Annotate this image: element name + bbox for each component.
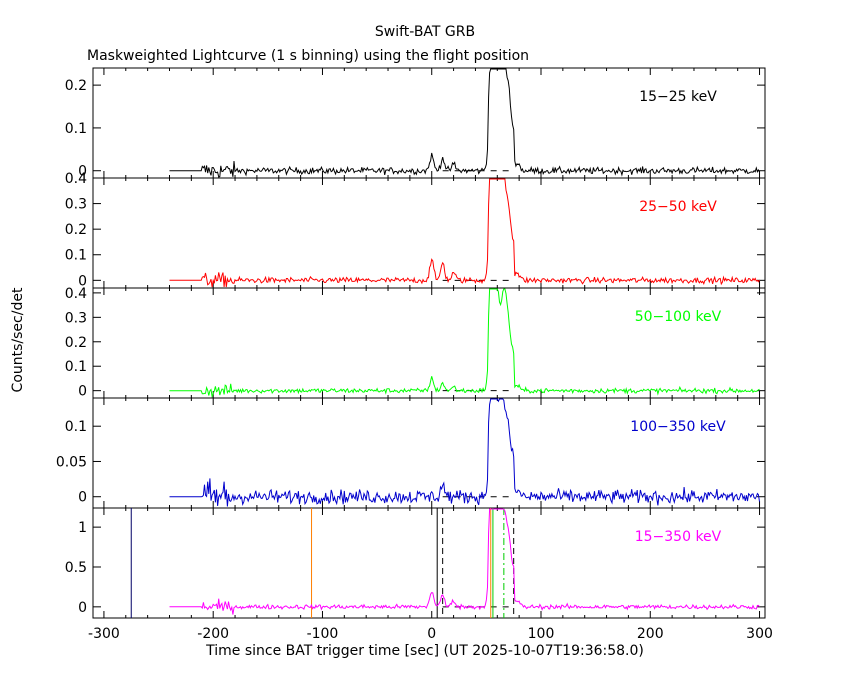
y-tick-label: 0.4 [65, 171, 87, 187]
y-tick-label: 0.4 [65, 286, 87, 302]
y-tick-label: 0.1 [65, 419, 87, 435]
y-tick-label: 0.1 [65, 359, 87, 375]
y-tick-label: 0 [78, 164, 87, 180]
x-tick-label: -100 [307, 626, 339, 642]
x-tick-label: 0 [427, 626, 436, 642]
panel-25-50: 0 0.1 0.2 0.3 0.4 25−50 keV [65, 171, 766, 289]
x-tick-label: -300 [88, 626, 120, 642]
lightcurve-15-350 [169, 508, 760, 615]
x-tick-label: 100 [528, 626, 555, 642]
energy-band-label: 15−350 keV [635, 529, 722, 545]
panel-frame [92, 67, 766, 179]
chart-subtitle: Maskweighted Lightcurve (1 s binning) us… [87, 48, 529, 64]
panel-frame [92, 507, 766, 619]
y-tick-label: 0 [78, 384, 87, 400]
lightcurve-50-100 [169, 288, 760, 399]
y-tick-label: 0.05 [56, 454, 87, 470]
x-tick-label: 300 [746, 626, 773, 642]
energy-band-label: 100−350 keV [630, 419, 726, 435]
y-tick-label: 0.1 [65, 248, 87, 264]
lightcurve-25-50 [169, 178, 760, 288]
energy-band-label: 50−100 keV [635, 309, 722, 325]
panel-50-100: 0 0.1 0.2 0.3 0.4 50−100 keV [65, 286, 766, 400]
panel-frame [92, 287, 766, 399]
y-tick-label: 0.2 [65, 222, 87, 238]
lightcurve-15-25 [169, 68, 760, 178]
y-tick-label: 0.5 [65, 560, 87, 576]
y-tick-label: 0.1 [65, 121, 87, 137]
y-tick-label: 0.2 [65, 335, 87, 351]
energy-band-label: 15−25 keV [639, 89, 717, 105]
lightcurve-100-350 [169, 398, 760, 507]
y-tick-label: 0 [78, 600, 87, 616]
y-tick-label: 0.3 [65, 197, 87, 213]
chart-title: Swift-BAT GRB [375, 24, 475, 40]
y-tick-label: 0.2 [65, 78, 87, 94]
y-tick-label: 0.3 [65, 310, 87, 326]
y-tick-label: 1 [78, 520, 87, 536]
energy-band-label: 25−50 keV [639, 199, 717, 215]
panel-15-25: 0 0.1 0.2 15−25 keV [65, 67, 766, 180]
y-tick-label: 0 [78, 273, 87, 289]
x-axis-label: Time since BAT trigger time [sec] (UT 20… [205, 643, 644, 659]
panel-frame [92, 397, 766, 509]
y-tick-label: 0 [78, 490, 87, 506]
x-axis: -300 -200 -100 0 100 200 300 [88, 626, 773, 642]
x-tick-label: -200 [197, 626, 229, 642]
panel-100-350: 0 0.05 0.1 100−350 keV [56, 397, 766, 509]
panel-15-350: 0 0.5 1 15−350 keV [65, 507, 766, 619]
y-axis-label: Counts/sec/det [10, 287, 26, 392]
x-tick-label: 200 [637, 626, 664, 642]
